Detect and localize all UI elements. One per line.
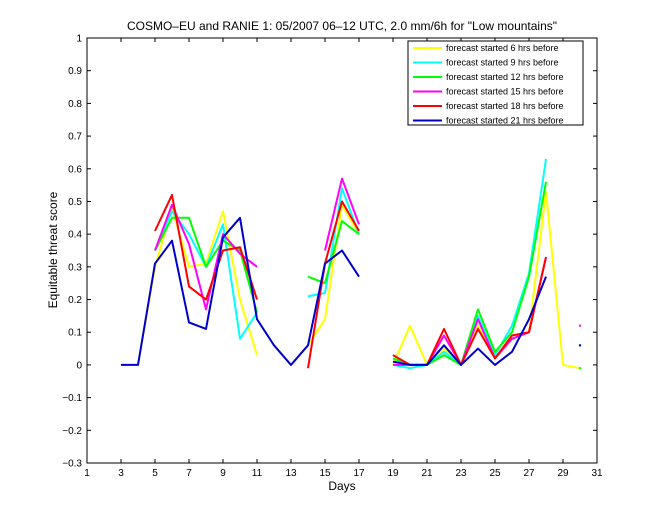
series-line [154,216,258,313]
legend-label: forecast started 6 hrs before [446,43,559,53]
x-tick-label: 19 [387,468,399,479]
y-tick-label: 0.4 [68,230,82,241]
x-tick-label: 15 [319,468,331,479]
y-tick-label: −0.3 [62,459,82,470]
series-line [121,216,360,366]
y-tick-label: −0.1 [62,393,82,404]
series-line [307,200,360,369]
y-tick-label: 0.7 [68,132,82,143]
y-tick-label: 0.6 [68,164,82,175]
series-line [307,187,360,298]
y-tick-label: 0.9 [68,66,82,77]
legend-label: forecast started 12 hrs before [446,72,564,82]
legend-label: forecast started 21 hrs before [446,116,564,126]
x-tick-label: 17 [353,468,365,479]
y-tick-label: 0.8 [68,99,82,110]
x-tick-label: 21 [421,468,433,479]
x-tick-label: 3 [118,468,124,479]
legend-label: forecast started 18 hrs before [446,101,564,111]
ticks-layer: 1 3 5 7 9 11 13 15 17 19 21 23 25 27 29 31−0.3−0.2−0.10… [62,34,603,480]
x-axis-label: Days [328,479,355,493]
y-tick-label: 1 [76,34,82,45]
x-tick-label: 27 [523,468,535,479]
x-tick-label: 5 [152,468,158,479]
series-6 [121,216,581,366]
x-tick-label: 25 [489,468,501,479]
x-tick-label: 7 [186,468,192,479]
x-tick-label: 11 [252,468,263,479]
x-tick-label: 9 [220,468,226,479]
y-axis-label: Equitable threat score [46,191,60,308]
series-line [154,203,258,311]
legend-box [407,40,584,126]
x-tick-label: 31 [591,468,603,479]
series-line [307,203,360,346]
legend: forecast started 6 hrs before forecast st… [407,40,584,126]
legend-label: forecast started 9 hrs before [446,58,559,68]
y-tick-label: 0 [76,360,82,371]
x-tick-label: 23 [455,468,467,479]
chart-title: COSMO–EU and RANIE 1: 05/2007 06–12 UTC,… [127,19,557,33]
y-tick-label: 0.5 [68,197,82,208]
x-tick-label: 13 [285,468,297,479]
series-line [307,220,360,285]
y-tick-label: 0.2 [68,295,82,306]
x-tick-label: 1 [84,468,90,479]
legend-label: forecast started 15 hrs before [446,87,564,97]
series-line [392,276,547,366]
series-layer [121,158,581,370]
x-tick-label: 29 [557,468,569,479]
y-tick-label: −0.2 [62,426,82,437]
series-line [154,193,258,301]
y-tick-label: 0.3 [68,262,82,273]
y-tick-label: 0.1 [68,328,82,339]
series-line [324,177,360,251]
